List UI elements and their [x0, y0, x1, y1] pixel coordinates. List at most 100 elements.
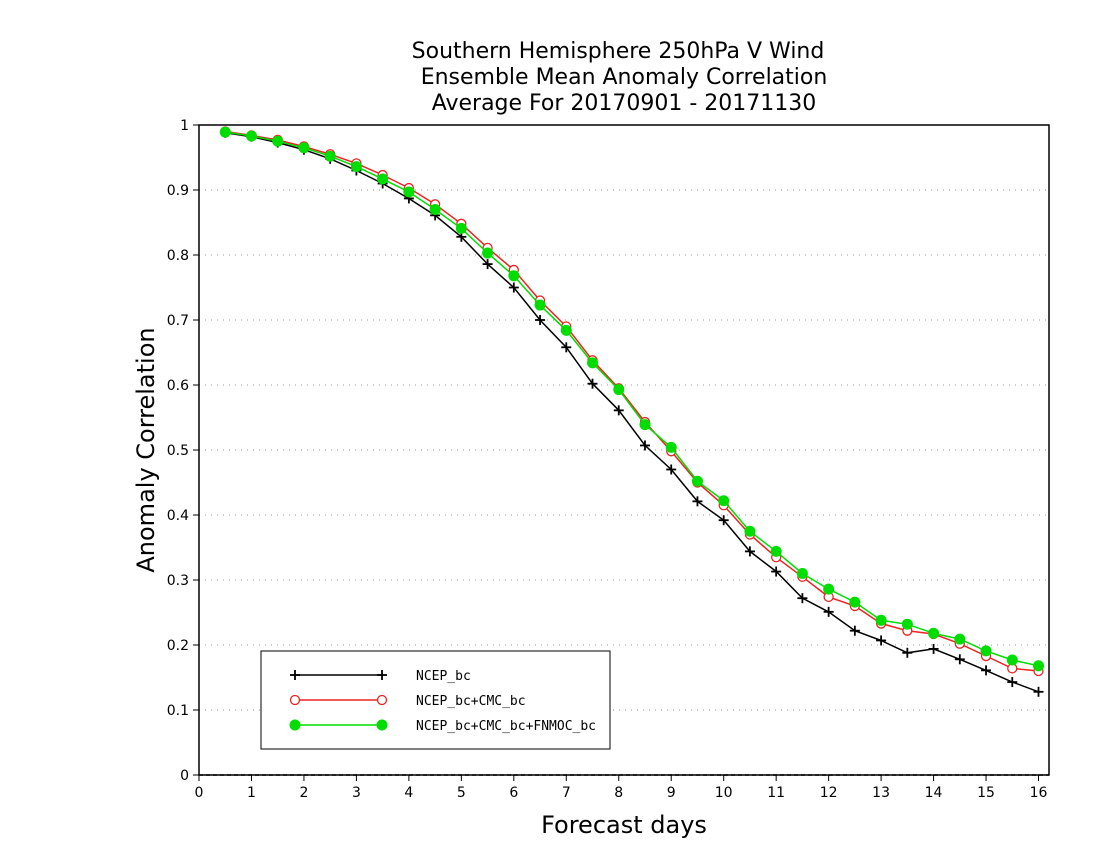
- data-point: [691, 475, 703, 487]
- series-line: [225, 131, 1039, 667]
- data-point: [876, 635, 887, 646]
- title-line-2: Ensemble Mean Anomaly Correlation: [421, 65, 828, 90]
- x-tick-label: 15: [977, 785, 995, 801]
- data-point: [1033, 686, 1044, 697]
- data-point: [1033, 660, 1045, 672]
- y-tick-label: 0.1: [167, 703, 189, 719]
- legend-entry-1: NCEP_bc: [290, 669, 471, 684]
- legend-label: NCEP_bc+CMC_bc+FNMOC_bc: [416, 719, 596, 734]
- legend-marker: [289, 719, 301, 731]
- data-point: [508, 282, 519, 293]
- data-point: [928, 643, 939, 654]
- data-point: [219, 126, 231, 138]
- x-tick-label: 1: [247, 785, 256, 801]
- data-point: [718, 515, 729, 526]
- data-point: [245, 130, 257, 142]
- x-tick-label: 13: [872, 785, 890, 801]
- data-point: [613, 384, 625, 396]
- legend-entry-3: NCEP_bc+CMC_bc+FNMOC_bc: [289, 719, 596, 734]
- y-tick-label: 0: [180, 768, 189, 784]
- series-3: [219, 126, 1045, 672]
- series-2: [220, 126, 1044, 677]
- data-point: [455, 222, 467, 234]
- data-point: [901, 618, 913, 630]
- series-line: [225, 132, 1039, 693]
- data-point: [718, 495, 730, 507]
- data-point: [1007, 677, 1018, 688]
- data-point: [666, 464, 677, 475]
- title-line-1: Southern Hemisphere 250hPa V Wind: [412, 39, 825, 64]
- data-point: [744, 525, 756, 537]
- data-point: [639, 419, 651, 431]
- data-point: [771, 566, 782, 577]
- data-point: [954, 654, 965, 665]
- x-tick-label: 4: [404, 785, 413, 801]
- y-tick-label: 1: [180, 118, 189, 134]
- data-point: [796, 568, 808, 579]
- data-point: [403, 186, 415, 198]
- legend-marker: [289, 694, 301, 706]
- legend-marker: [377, 670, 387, 680]
- title-line-3: Average For 20170901 - 20171130: [432, 91, 817, 116]
- data-point: [613, 405, 624, 416]
- data-point: [928, 627, 940, 639]
- data-point: [902, 647, 913, 658]
- data-point: [508, 270, 520, 282]
- x-tick-label: 3: [352, 785, 361, 801]
- data-point: [875, 614, 887, 626]
- y-tick-label: 0.7: [167, 313, 189, 329]
- x-tick-label: 2: [299, 785, 308, 801]
- data-point: [849, 596, 861, 608]
- x-axis-title: Forecast days: [541, 811, 707, 839]
- data-point: [981, 665, 992, 676]
- y-axis-ticks: 0 0.1 0.2 0.3 0.4 0.5 0.6 0.7 0.8 0.9 1: [167, 118, 199, 784]
- x-tick-label: 14: [925, 785, 943, 801]
- y-tick-label: 0.8: [167, 248, 189, 264]
- y-tick-label: 0.5: [167, 443, 189, 459]
- data-point: [377, 173, 389, 185]
- x-tick-label: 16: [1030, 785, 1048, 801]
- data-point: [1006, 654, 1018, 666]
- x-tick-label: 6: [509, 785, 518, 801]
- data-point: [561, 342, 572, 353]
- data-point: [535, 315, 546, 325]
- y-axis-title: Anomaly Correlation: [132, 327, 160, 572]
- data-point: [744, 546, 755, 557]
- y-tick-label: 0.3: [167, 573, 189, 589]
- data-point: [324, 150, 336, 162]
- x-tick-label: 12: [820, 785, 838, 801]
- x-tick-label: 10: [715, 785, 733, 801]
- x-tick-label: 0: [195, 785, 204, 801]
- data-point: [587, 378, 598, 389]
- data-point: [770, 545, 782, 557]
- data-point: [665, 441, 677, 453]
- y-tick-label: 0.6: [167, 378, 189, 394]
- series-line: [225, 130, 1039, 672]
- data-point: [849, 625, 860, 636]
- data-point: [560, 324, 572, 336]
- x-tick-label: 11: [767, 785, 785, 801]
- series: [219, 126, 1045, 697]
- legend-label: NCEP_bc: [416, 669, 471, 684]
- legend-marker: [376, 719, 388, 731]
- y-tick-label: 0.4: [167, 508, 189, 524]
- x-tick-label: 7: [562, 785, 571, 801]
- x-tick-label: 5: [457, 785, 466, 801]
- legend-marker: [376, 694, 388, 706]
- legend-marker: [290, 670, 300, 680]
- data-point: [639, 440, 650, 451]
- data-point: [350, 161, 362, 173]
- data-point: [980, 645, 992, 657]
- data-point: [482, 247, 494, 259]
- chart-title: Southern Hemisphere 250hPa V Wind Ensemb…: [412, 39, 828, 116]
- data-point: [823, 583, 835, 595]
- x-axis-ticks: 0 1 2 3 4 5 6 7 8 9 10 11 12 13 14 15 16: [195, 775, 1048, 801]
- legend-entry-2: NCEP_bc+CMC_bc: [289, 694, 526, 709]
- data-point: [692, 496, 703, 507]
- x-tick-label: 9: [667, 785, 676, 801]
- data-point: [272, 135, 284, 147]
- data-point: [298, 142, 310, 154]
- data-point: [482, 259, 493, 270]
- data-point: [823, 606, 834, 617]
